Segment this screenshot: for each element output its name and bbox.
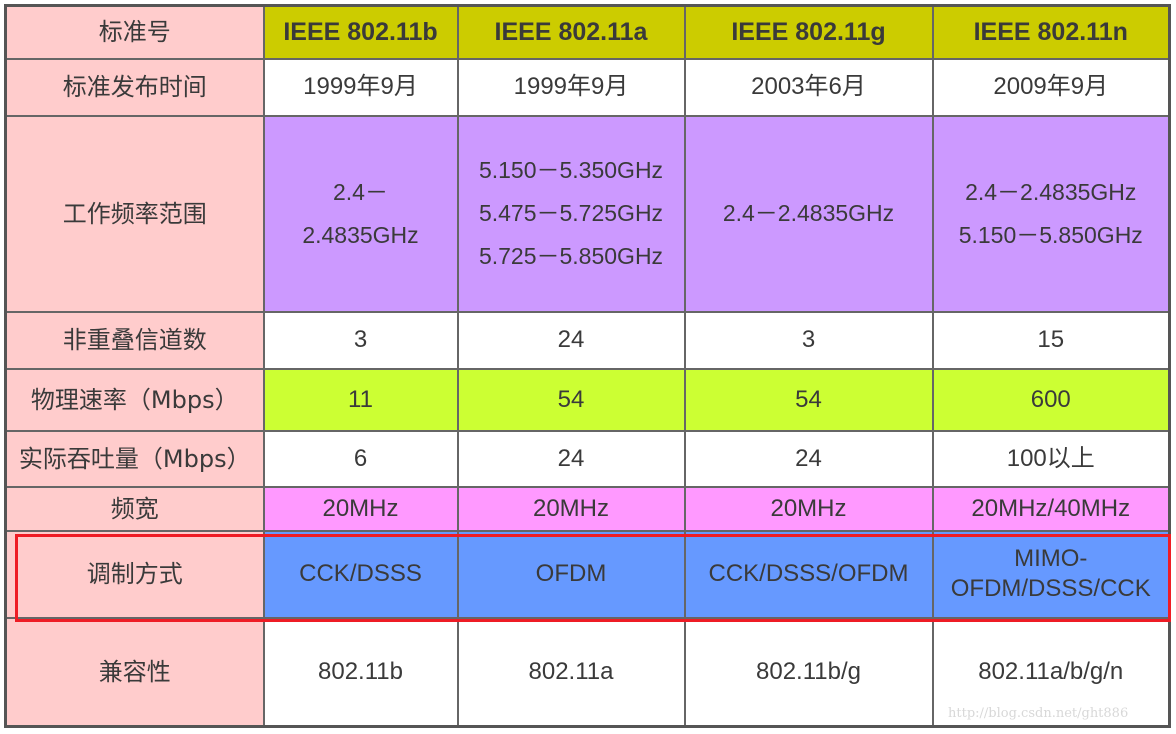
- cell: 2.4－2.4835GHz: [683, 114, 934, 313]
- cell-text: 5.725－5.850GHz: [478, 242, 664, 269]
- cell: 3: [683, 310, 934, 370]
- cell-text: 802.11b/g: [756, 657, 861, 685]
- cell: 6: [262, 429, 459, 488]
- cell: 2.4－2.4835GHz 5.150－5.850GHz: [931, 114, 1171, 313]
- row-modulation: 调制方式 CCK/DSSS OFDM CCK/DSSS/OFDM MIMO- OFDM/D…: [4, 529, 1171, 619]
- cell: 54: [683, 367, 934, 432]
- column-header: IEEE 802.11g: [683, 4, 934, 60]
- row-label: 工作频率范围: [4, 114, 265, 313]
- cell-text: MIMO-: [1014, 545, 1088, 572]
- row-throughput: 实际吞吐量（Mbps） 6 24 24 100以上: [4, 429, 1171, 488]
- wifi-standards-table: 标准号 IEEE 802.11b IEEE 802.11a IEEE 802.11g I…: [4, 4, 1171, 728]
- row-label: 频宽: [4, 485, 265, 532]
- cell-text: 54: [795, 385, 822, 413]
- cell: CCK/DSSS/OFDM: [683, 529, 934, 619]
- cell: 2003年6月: [683, 57, 934, 117]
- cell: 100以上: [931, 429, 1171, 488]
- cell: OFDM: [456, 529, 686, 619]
- row-label: 实际吞吐量（Mbps）: [4, 429, 265, 488]
- cell-text: CCK/DSSS: [299, 560, 422, 587]
- cell-text: 20MHz: [532, 494, 610, 522]
- cell: 3: [262, 310, 459, 370]
- cell-text: 5.150－5.850GHz: [958, 221, 1143, 248]
- cell-text: 2.4835GHz: [302, 221, 419, 248]
- cell-text: OFDM/DSSS/CCK: [950, 575, 1151, 602]
- cell-text: 11: [348, 385, 373, 413]
- cell: 1999年9月: [262, 57, 459, 117]
- cell: 24: [683, 429, 934, 488]
- row-label: 标准发布时间: [4, 57, 265, 117]
- cell: 20MHz: [683, 485, 934, 532]
- cell: 20MHz: [456, 485, 686, 532]
- cell: 24: [456, 310, 686, 370]
- cell: 20MHz: [262, 485, 459, 532]
- column-header: IEEE 802.11a: [456, 4, 686, 60]
- cell-text: 1999年9月: [303, 73, 418, 100]
- cell: 24: [456, 429, 686, 488]
- cell-text: 5.150－5.350GHz: [478, 157, 664, 184]
- cell-text: 2.4－2.4835GHz: [965, 178, 1137, 205]
- watermark: http://blog.csdn.net/ght886: [948, 706, 1129, 721]
- column-header: IEEE 802.11n: [931, 4, 1171, 60]
- cell-text: 1999年9月: [513, 73, 629, 100]
- cell-text: 3: [353, 326, 368, 353]
- cell: 2.4－ 2.4835GHz: [262, 114, 459, 313]
- column-header: IEEE 802.11b: [262, 4, 459, 60]
- row-release-date: 标准发布时间 1999年9月 1999年9月 2003年6月 2009年9月: [4, 57, 1171, 117]
- cell-text: 6: [353, 444, 368, 472]
- cell-text: 15: [1037, 326, 1065, 353]
- row-label: 物理速率（Mbps）: [4, 367, 265, 432]
- cell: 2009年9月: [931, 57, 1171, 117]
- cell-text: OFDM: [535, 560, 607, 587]
- cell: 802.11b/g: [683, 616, 934, 728]
- cell-text: 2003年6月: [751, 73, 866, 100]
- cell-text: 2.4－: [333, 178, 388, 205]
- cell: 15: [931, 310, 1171, 370]
- cell: 802.11a/b/g/n: [931, 616, 1171, 728]
- cell: 600: [931, 367, 1171, 432]
- cell: 54: [456, 367, 686, 432]
- row-label: 调制方式: [4, 529, 265, 619]
- row-bandwidth: 频宽 20MHz 20MHz 20MHz 20MHz/40MHz: [4, 485, 1171, 532]
- cell: 20MHz/40MHz: [931, 485, 1171, 532]
- row-label: 标准号: [4, 4, 265, 60]
- cell-text: 2009年9月: [993, 73, 1109, 100]
- row-label: 非重叠信道数: [4, 310, 265, 370]
- cell: MIMO- OFDM/DSSS/CCK: [931, 529, 1171, 619]
- cell: 5.150－5.350GHz 5.475－5.725GHz 5.725－5.850G…: [456, 114, 686, 313]
- cell: CCK/DSSS: [262, 529, 459, 619]
- cell-text: 24: [557, 326, 585, 353]
- cell-text: CCK/DSSS/OFDM: [708, 560, 909, 587]
- row-phy-rate: 物理速率（Mbps） 11 54 54 600: [4, 367, 1171, 432]
- cell-text: 802.11b: [318, 657, 403, 685]
- cell-text: 24: [795, 444, 822, 472]
- cell: 11: [262, 367, 459, 432]
- cell-text: 20MHz/40MHz: [971, 494, 1131, 522]
- cell-text: 20MHz: [322, 494, 399, 522]
- cell-text: 2.4－2.4835GHz: [722, 200, 895, 227]
- cell-text: 5.475－5.725GHz: [478, 200, 664, 227]
- cell-text: 20MHz: [770, 494, 847, 522]
- row-non-overlapping-channels: 非重叠信道数 3 24 3 15: [4, 310, 1171, 370]
- cell: 1999年9月: [456, 57, 686, 117]
- cell-text: 3: [801, 326, 816, 353]
- row-label: 兼容性: [4, 616, 265, 728]
- cell-text: 54: [557, 385, 585, 413]
- cell: 802.11b: [262, 616, 459, 728]
- cell-text: 802.11a/b/g/n: [978, 657, 1124, 685]
- cell-text: 24: [557, 444, 585, 472]
- cell-text: 802.11a: [528, 657, 614, 685]
- row-compatibility: 兼容性 802.11b 802.11a 802.11b/g 802.11a/b/g/n: [4, 616, 1171, 728]
- cell: 802.11a: [456, 616, 686, 728]
- row-frequency-range: 工作频率范围 2.4－ 2.4835GHz 5.150－5.350GHz 5.475－5…: [4, 114, 1171, 313]
- cell-text: 100以上: [1006, 444, 1095, 472]
- cell-text: 600: [1030, 385, 1071, 413]
- header-row: 标准号 IEEE 802.11b IEEE 802.11a IEEE 802.11g I…: [4, 4, 1171, 60]
